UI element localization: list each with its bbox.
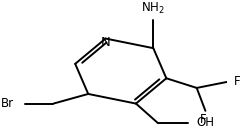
Text: OH: OH xyxy=(197,116,215,129)
Text: N: N xyxy=(101,36,110,49)
Text: F: F xyxy=(200,113,207,126)
Text: Br: Br xyxy=(1,97,14,110)
Text: F: F xyxy=(234,75,240,88)
Text: NH$_2$: NH$_2$ xyxy=(141,1,165,16)
